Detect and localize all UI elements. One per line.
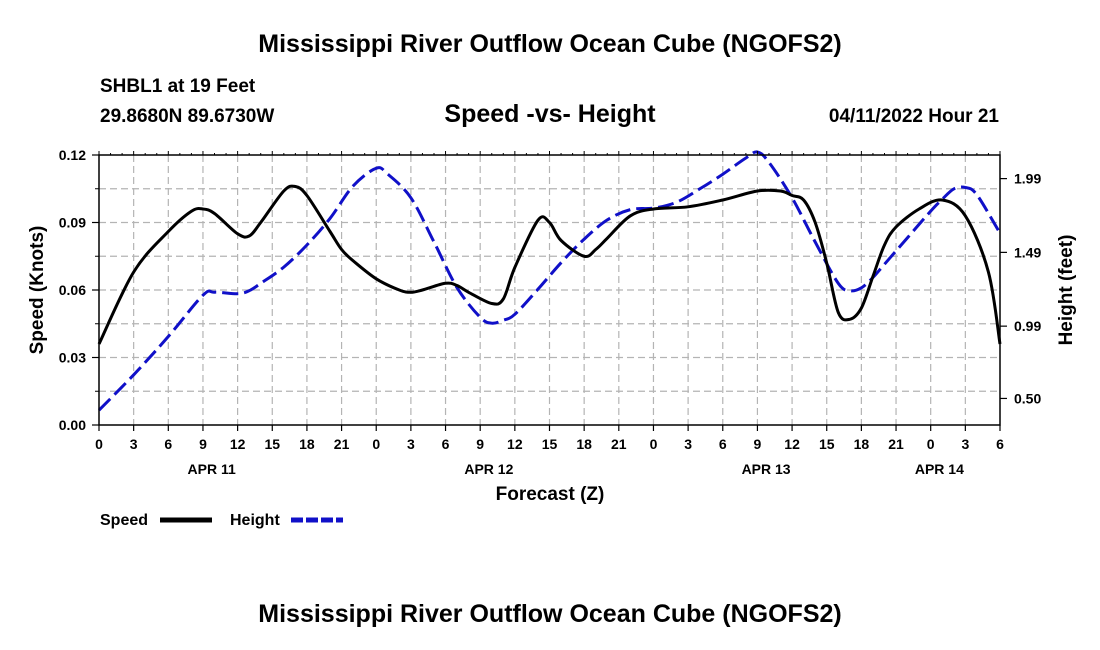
chart-title-repeat: Mississippi River Outflow Ocean Cube (NG… xyxy=(258,600,842,628)
x-tick-label: 0 xyxy=(927,436,935,452)
x-tick-label: 3 xyxy=(961,436,969,452)
x-tick-label: 9 xyxy=(754,436,762,452)
y-axis-title-left: Speed (Knots) xyxy=(27,226,48,355)
x-axis-title: Forecast (Z) xyxy=(496,484,605,505)
y-tick-label-right: 1.49 xyxy=(1014,244,1041,260)
x-tick-label: 18 xyxy=(854,436,870,452)
y-axis-title-right: Height (feet) xyxy=(1056,235,1077,346)
x-tick-label: 15 xyxy=(264,436,280,452)
x-tick-label: 6 xyxy=(164,436,172,452)
y-tick-label-left: 0.06 xyxy=(59,282,86,298)
grid-lines xyxy=(99,155,1000,425)
date-label: APR 14 xyxy=(915,461,964,477)
y-tick-label-right: 0.99 xyxy=(1014,318,1041,334)
x-tick-label: 15 xyxy=(542,436,558,452)
data-series xyxy=(97,150,1002,412)
y-tick-label-left: 0.09 xyxy=(59,215,86,231)
x-tick-label: 3 xyxy=(130,436,138,452)
x-tick-label: 21 xyxy=(888,436,904,452)
x-tick-label: 6 xyxy=(442,436,450,452)
x-tick-label: 21 xyxy=(611,436,627,452)
date-label: APR 11 xyxy=(188,461,236,477)
x-tick-label: 0 xyxy=(95,436,103,452)
chart-subtitle: Speed -vs- Height xyxy=(444,100,656,128)
station-label: SHBL1 at 19 Feet xyxy=(100,76,256,97)
y-tick-label-left: 0.03 xyxy=(59,350,86,366)
x-tick-label: 21 xyxy=(334,436,350,452)
date-label: APR 13 xyxy=(742,461,791,477)
x-tick-label: 12 xyxy=(507,436,523,452)
x-tick-label: 18 xyxy=(576,436,592,452)
series-line-speed xyxy=(97,184,1002,345)
x-tick-label: 12 xyxy=(784,436,800,452)
forecast-datetime: 04/11/2022 Hour 21 xyxy=(828,106,999,127)
coordinates-label: 29.8680N 89.6730W xyxy=(100,106,275,127)
x-tick-label: 18 xyxy=(299,436,315,452)
legend-label-speed: Speed xyxy=(100,512,148,529)
x-tick-label: 12 xyxy=(230,436,246,452)
date-label: APR 12 xyxy=(464,461,513,477)
x-tick-label: 9 xyxy=(199,436,207,452)
y-tick-label-right: 1.99 xyxy=(1014,171,1041,187)
y-tick-label-left: 0.12 xyxy=(59,147,86,163)
legend-label-height: Height xyxy=(230,512,280,529)
series-line-height xyxy=(97,150,1002,412)
x-tick-label: 6 xyxy=(719,436,727,452)
x-tick-label: 0 xyxy=(650,436,658,452)
x-tick-label: 3 xyxy=(684,436,692,452)
y-tick-label-right: 0.50 xyxy=(1014,390,1041,406)
x-tick-label: 0 xyxy=(372,436,380,452)
chart-title: Mississippi River Outflow Ocean Cube (NG… xyxy=(258,30,842,58)
x-tick-label: 3 xyxy=(407,436,415,452)
y-tick-label-left: 0.00 xyxy=(59,417,86,433)
axis-ticks: 0 3 6 9 12 15 18 21 0 3 6 9 12 15 18 21 0 3 6 9 12 15 18 21 0 3 6A… xyxy=(59,147,1042,477)
legend: Speed Height xyxy=(100,512,343,529)
x-tick-label: 9 xyxy=(476,436,484,452)
x-tick-label: 6 xyxy=(996,436,1004,452)
x-tick-label: 15 xyxy=(819,436,835,452)
